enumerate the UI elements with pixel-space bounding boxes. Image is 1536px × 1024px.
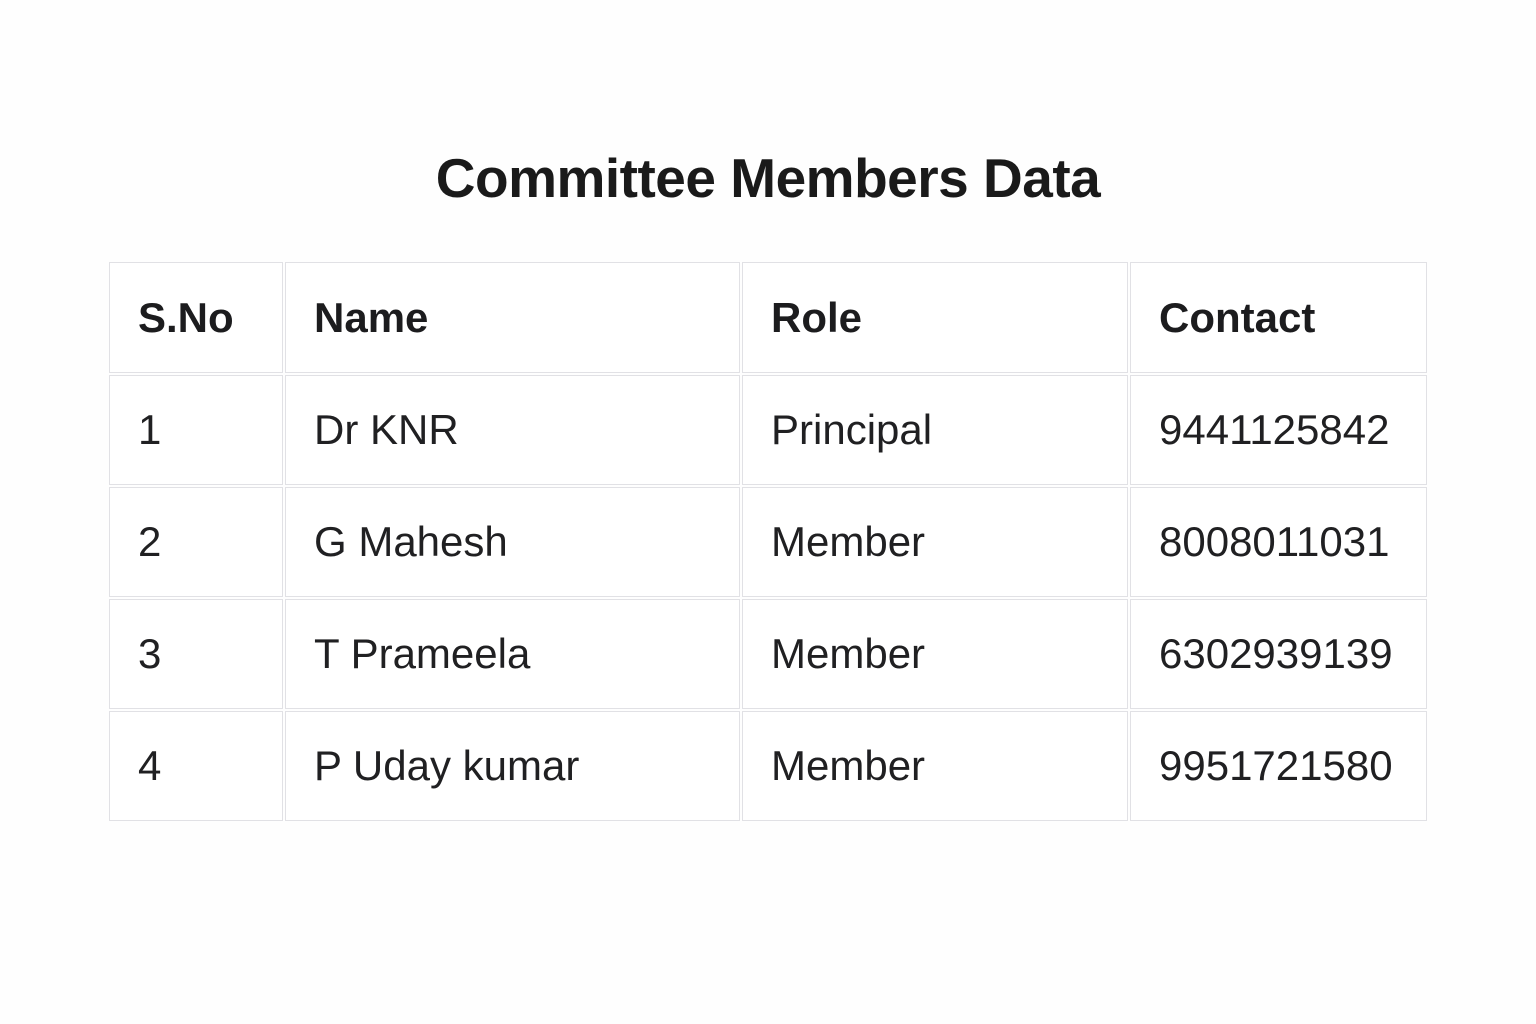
committee-members-table: S.No Name Role Contact 1 Dr KNR Principa…	[107, 260, 1429, 823]
cell-contact: 6302939139	[1130, 599, 1427, 709]
table-header-row: S.No Name Role Contact	[109, 262, 1427, 373]
table-row: 2 G Mahesh Member 8008011031	[109, 487, 1427, 597]
cell-role: Principal	[742, 375, 1128, 485]
cell-role: Member	[742, 487, 1128, 597]
cell-name: Dr KNR	[285, 375, 740, 485]
cell-name: P Uday kumar	[285, 711, 740, 821]
cell-contact: 8008011031	[1130, 487, 1427, 597]
cell-role: Member	[742, 599, 1128, 709]
column-header-role: Role	[742, 262, 1128, 373]
cell-contact: 9951721580	[1130, 711, 1427, 821]
column-header-sno: S.No	[109, 262, 283, 373]
table-row: 4 P Uday kumar Member 9951721580	[109, 711, 1427, 821]
cell-sno: 1	[109, 375, 283, 485]
cell-name: T Prameela	[285, 599, 740, 709]
cell-sno: 3	[109, 599, 283, 709]
table-row: 3 T Prameela Member 6302939139	[109, 599, 1427, 709]
cell-name: G Mahesh	[285, 487, 740, 597]
cell-sno: 4	[109, 711, 283, 821]
cell-contact: 9441125842	[1130, 375, 1427, 485]
cell-sno: 2	[109, 487, 283, 597]
page-title: Committee Members Data	[435, 147, 1101, 209]
cell-role: Member	[742, 711, 1128, 821]
column-header-contact: Contact	[1130, 262, 1427, 373]
column-header-name: Name	[285, 262, 740, 373]
table-row: 1 Dr KNR Principal 9441125842	[109, 375, 1427, 485]
